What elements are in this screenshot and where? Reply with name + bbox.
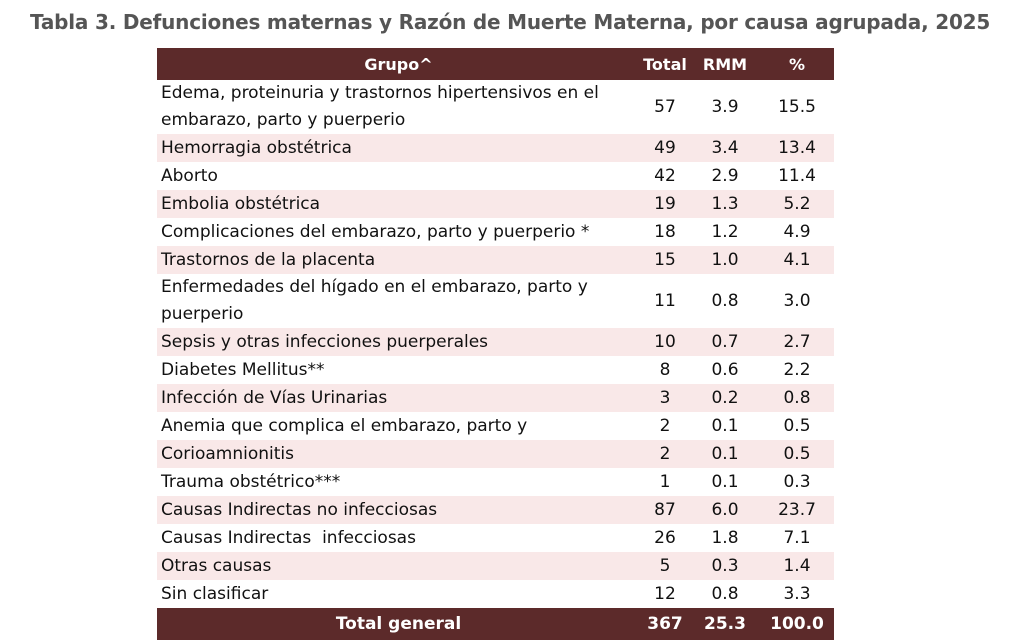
- number-cell: 6.0: [690, 496, 760, 524]
- number-cell: 49: [640, 134, 690, 162]
- number-cell: 87: [640, 496, 690, 524]
- number-cell: 0.5: [760, 440, 834, 468]
- cause-cell: Aborto: [161, 165, 218, 186]
- table-row: Aborto 42 2.9 11.4: [157, 162, 834, 190]
- cause-cell: Otras causas: [157, 552, 640, 580]
- number-cell: 2: [640, 440, 690, 468]
- data-table: Grupo^ Total RMM% Edema, proteinuria y tra…: [157, 48, 834, 640]
- number-cell: 7.1: [783, 527, 811, 548]
- number-cell: 1.8: [711, 527, 739, 548]
- cause-cell: Causas Indirectas infecciosas: [161, 527, 416, 548]
- number-cell: 0.3: [690, 552, 760, 580]
- number-cell: 42: [654, 165, 676, 186]
- number-cell: 11: [654, 290, 676, 311]
- number-cell: 57: [654, 96, 676, 117]
- table-row: Enfermedades del hígado en el embarazo, …: [157, 274, 834, 328]
- table-row: Hemorragia obstétrica 49 3.4 13.4: [157, 134, 834, 162]
- number-cell: 3.4: [690, 134, 760, 162]
- cause-cell: Diabetes Mellitus**: [161, 359, 325, 380]
- number-cell: 1.0: [690, 246, 760, 274]
- cause-cell: Hemorragia obstétrica: [157, 134, 640, 162]
- number-cell: 1: [659, 471, 671, 492]
- header-cell: Total: [640, 48, 690, 80]
- footer-cell: 367: [640, 608, 690, 640]
- table-row: Edema, proteinuria y trastornos hiperten…: [157, 80, 834, 134]
- header-cell: RMM: [690, 48, 760, 80]
- cause-cell: Causas Indirectas no infecciosas: [157, 496, 640, 524]
- table-row: Causas Indirectas no infecciosas 87 6.0 23.…: [157, 496, 834, 524]
- number-cell: 0.1: [711, 415, 739, 436]
- number-cell: 5.2: [760, 190, 834, 218]
- header-cell: %: [760, 48, 834, 80]
- footer-cell: Total general: [157, 608, 640, 640]
- number-cell: 0.6: [711, 359, 739, 380]
- number-cell: 15: [640, 246, 690, 274]
- cause-cell: Edema, proteinuria y trastornos hiperten…: [161, 83, 605, 130]
- cause-cell: Sin clasificar: [161, 583, 269, 604]
- number-cell: 15.5: [778, 96, 816, 117]
- number-cell: 5: [640, 552, 690, 580]
- number-cell: 0.8: [711, 583, 739, 604]
- table-row: Causas Indirectas infecciosas 26 1.8 7.1: [157, 524, 834, 552]
- number-cell: 0.8: [760, 384, 834, 412]
- number-cell: 0.8: [711, 290, 739, 311]
- number-cell: 0.2: [690, 384, 760, 412]
- number-cell: 1.4: [760, 552, 834, 580]
- table-row: Otras causas 5 0.3 1.4: [157, 552, 834, 580]
- number-cell: 3.9: [711, 96, 739, 117]
- number-cell: 1.3: [690, 190, 760, 218]
- number-cell: 3.3: [783, 583, 811, 604]
- number-cell: 2.2: [783, 359, 811, 380]
- footer-row: Total general 367 25.3 100.0: [157, 608, 834, 640]
- number-cell: 18: [654, 221, 676, 242]
- cause-cell: Trastornos de la placenta: [157, 246, 640, 274]
- cause-cell: Corioamnionitis: [157, 440, 640, 468]
- number-cell: 8: [659, 359, 671, 380]
- table-row: Infección de Vías Urinarias 3 0.2 0.8: [157, 384, 834, 412]
- number-cell: 2: [659, 415, 671, 436]
- cause-cell: Trauma obstétrico***: [161, 471, 341, 492]
- table-title: Tabla 3. Defunciones maternas y Razón de…: [30, 10, 991, 34]
- table-row: Trauma obstétrico*** 1 0.1 0.3: [157, 468, 834, 496]
- number-cell: 2.7: [760, 328, 834, 356]
- number-cell: 0.5: [783, 415, 811, 436]
- number-cell: 11.4: [778, 165, 816, 186]
- footer-cell: 100.0: [760, 608, 834, 640]
- number-cell: 13.4: [760, 134, 834, 162]
- table-row: Diabetes Mellitus** 8 0.6 2.2: [157, 356, 834, 384]
- number-cell: 0.1: [711, 471, 739, 492]
- cause-cell: Sepsis y otras infecciones puerperales: [157, 328, 640, 356]
- header-cell: Grupo^: [157, 48, 640, 80]
- table-row: Trastornos de la placenta 15 1.0 4.1: [157, 246, 834, 274]
- cause-cell: Anemia que complica el embarazo, parto y: [161, 415, 528, 436]
- table-row: Anemia que complica el embarazo, parto y…: [157, 412, 834, 440]
- table-row: Complicaciones del embarazo, parto y pue…: [157, 218, 834, 246]
- cause-cell: Embolia obstétrica: [157, 190, 640, 218]
- number-cell: 3.0: [783, 290, 811, 311]
- table-row: Sin clasificar 12 0.8 3.3: [157, 580, 834, 608]
- cause-cell: Enfermedades del hígado en el embarazo, …: [161, 277, 594, 324]
- number-cell: 2.9: [711, 165, 739, 186]
- table-row: Embolia obstétrica 19 1.3 5.2: [157, 190, 834, 218]
- number-cell: 10: [640, 328, 690, 356]
- footer-cell: 25.3: [690, 608, 760, 640]
- number-cell: 0.3: [783, 471, 811, 492]
- header-row: Grupo^ Total RMM%: [157, 48, 834, 80]
- number-cell: 3: [640, 384, 690, 412]
- number-cell: 0.1: [690, 440, 760, 468]
- number-cell: 19: [640, 190, 690, 218]
- table-row: Corioamnionitis 2 0.1 0.5: [157, 440, 834, 468]
- cause-cell: Complicaciones del embarazo, parto y pue…: [161, 221, 590, 242]
- number-cell: 0.7: [690, 328, 760, 356]
- number-cell: 4.1: [760, 246, 834, 274]
- number-cell: 23.7: [760, 496, 834, 524]
- cause-cell: Infección de Vías Urinarias: [157, 384, 640, 412]
- number-cell: 4.9: [783, 221, 811, 242]
- number-cell: 1.2: [711, 221, 739, 242]
- table-row: Sepsis y otras infecciones puerperales 10…: [157, 328, 834, 356]
- number-cell: 26: [654, 527, 676, 548]
- number-cell: 12: [654, 583, 676, 604]
